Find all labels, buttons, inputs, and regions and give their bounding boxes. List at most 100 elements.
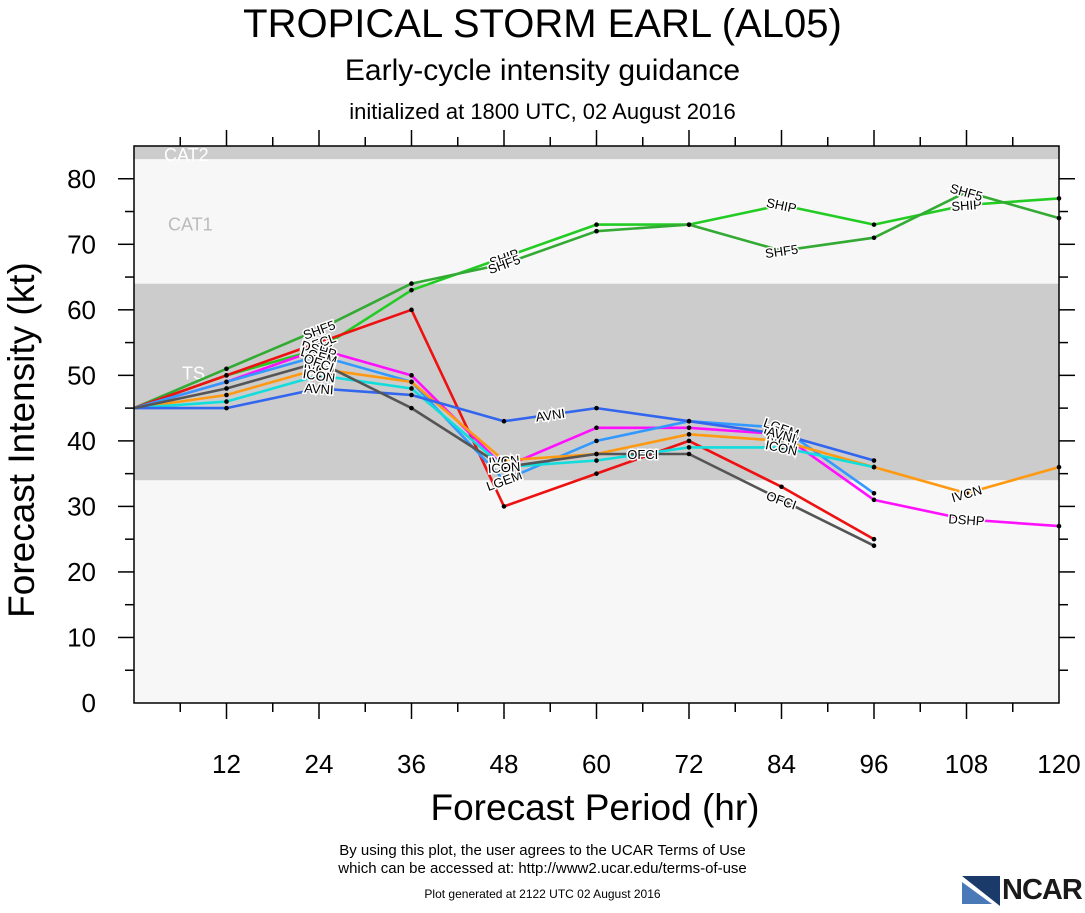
point-shf5 (594, 228, 599, 234)
x-tick-label: 12 (212, 749, 241, 779)
point-ofci (779, 497, 784, 503)
point-ship (779, 202, 784, 208)
ncar-swoosh-icon (962, 876, 1000, 906)
point-ivcn (779, 438, 784, 444)
band-cat2 (134, 146, 1059, 160)
point-avni (409, 392, 414, 398)
point-ofcl (501, 504, 507, 509)
point-ofcl (779, 484, 784, 490)
point-lgem (594, 438, 599, 444)
y-tick-label: 50 (67, 360, 96, 390)
point-dshp (964, 517, 969, 522)
point-ofcl (871, 536, 877, 542)
point-dshp (594, 425, 599, 431)
point-lgem (316, 353, 322, 358)
point-shf5 (964, 189, 969, 195)
point-ship (409, 287, 414, 293)
x-tick-label: 24 (305, 749, 334, 779)
y-tick-label: 70 (67, 229, 96, 259)
series-label-icon: ICON (302, 366, 336, 385)
generation-time: Plot generated at 2122 UTC 02 August 201… (424, 887, 661, 901)
x-tick-label: 36 (397, 749, 426, 779)
point-lgem (501, 477, 507, 483)
forecast-series (133, 189, 1062, 549)
point-ofci (409, 405, 414, 411)
x-tick-labels: 12 24 36 48 60 72 84 96 108 120 (212, 749, 1081, 779)
point-shf5 (686, 222, 692, 227)
point-ofci (871, 543, 877, 549)
ncar-logo-text: NCAR (1002, 874, 1083, 906)
point-shf5 (409, 281, 414, 286)
point-ship (964, 202, 969, 208)
y-tick-label: 40 (67, 426, 96, 456)
point-avni (224, 405, 229, 411)
x-tick-label: 60 (582, 749, 611, 779)
terms-notice-line1: By using this plot, the user agrees to t… (339, 842, 746, 859)
y-tick-label: 30 (67, 491, 96, 521)
point-ivcn (686, 432, 692, 437)
x-tick-label: 120 (1037, 749, 1080, 779)
y-tick-label: 0 (82, 688, 96, 718)
y-tick-label: 80 (67, 164, 96, 194)
point-icon (224, 399, 229, 404)
point-icon (316, 373, 322, 378)
point-ofcl (686, 438, 692, 444)
point-icon (779, 445, 784, 450)
series-label-ivcn: IVCN (488, 452, 520, 469)
point-shf5 (871, 235, 877, 241)
intensity-band-labels: TS CAT1 CAT2 (164, 145, 213, 383)
y-tick-label: 10 (67, 622, 96, 652)
series-label-ship: SHIP (951, 197, 982, 214)
point-avni (501, 418, 507, 424)
y-tick-labels: 0 10 20 30 40 50 60 70 80 (67, 164, 96, 718)
band-ts (134, 283, 1059, 481)
point-ivcn (501, 458, 507, 463)
x-tick-label: 108 (945, 749, 988, 779)
point-ivcn (409, 379, 414, 385)
point-ofci (316, 359, 322, 365)
terms-notice-line2: which can be accessed at: http://www2.uc… (338, 860, 747, 877)
series-label-ofci: OFCI (627, 447, 658, 462)
chart-subtitle: Early-cycle intensity guidance (344, 54, 741, 87)
point-ofci (224, 386, 229, 391)
point-dshp (316, 346, 322, 352)
point-lgem (224, 379, 229, 385)
chart-title: TROPICAL STORM EARL (AL05) (243, 2, 842, 46)
point-dshp (686, 425, 692, 431)
point-avni (316, 386, 322, 391)
y-tick-label: 20 (67, 557, 96, 587)
band-label-ts: TS (182, 363, 205, 383)
point-ship (501, 255, 507, 260)
point-icon (686, 445, 692, 450)
point-ofcl (224, 373, 229, 378)
point-ofcl (316, 340, 322, 345)
y-axis-label: Forecast Intensity (kt) (1, 262, 42, 618)
point-avni (686, 418, 692, 424)
point-avni (594, 405, 599, 411)
point-ofcl (409, 307, 414, 313)
band-label-cat2: CAT2 (164, 145, 209, 165)
point-lgem (779, 425, 784, 431)
point-icon (871, 464, 877, 470)
series-label-avni: AVNI (535, 406, 566, 425)
band-label-cat1: CAT1 (168, 215, 213, 235)
point-ivcn (224, 392, 229, 398)
point-shf5 (779, 248, 784, 254)
point-ship (871, 222, 877, 227)
y-tick-label: 60 (67, 295, 96, 325)
point-shf5 (224, 366, 229, 372)
point-icon (594, 458, 599, 463)
x-axis-label: Forecast Period (hr) (431, 787, 760, 828)
point-ofcl (594, 471, 599, 476)
point-avni (779, 432, 784, 437)
x-tick-label: 48 (490, 749, 519, 779)
point-ofci (686, 451, 692, 457)
series-label-shf5: SHF5 (764, 242, 799, 262)
point-shf5 (501, 261, 507, 267)
ncar-logo: NCAR (960, 872, 1085, 908)
x-tick-label: 96 (860, 749, 889, 779)
axis-ticks (118, 130, 1075, 719)
series-label-avni: AVNI (304, 380, 334, 397)
point-icon (409, 386, 414, 391)
x-tick-label: 72 (675, 749, 704, 779)
